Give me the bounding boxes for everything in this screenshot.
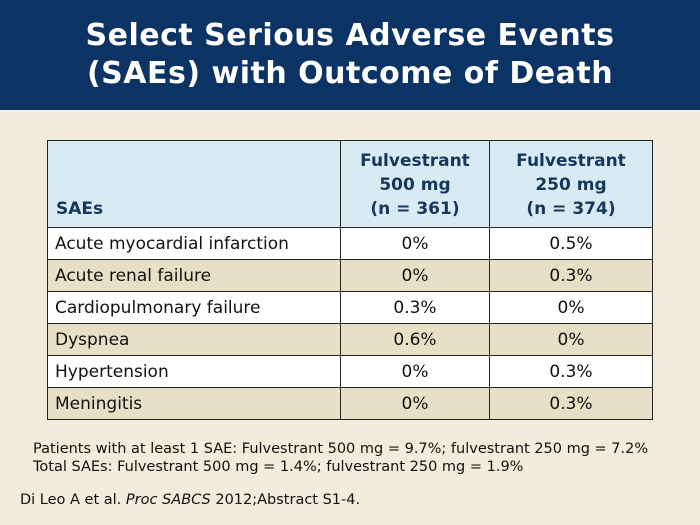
sae-name: Hypertension bbox=[47, 355, 341, 388]
sae-name: Dyspnea bbox=[47, 323, 341, 356]
sae-table: SAEs Fulvestrant 500 mg (n = 361) Fulves… bbox=[47, 140, 653, 420]
value-250: 0.3% bbox=[489, 259, 653, 292]
value-500: 0% bbox=[340, 259, 490, 292]
citation-details: 2012;Abstract S1-4. bbox=[210, 492, 361, 508]
header-250-drug: Fulvestrant bbox=[516, 151, 626, 171]
citation-authors: Di Leo A et al. bbox=[20, 492, 126, 508]
citation: Di Leo A et al. Proc SABCS 2012;Abstract… bbox=[20, 492, 360, 508]
value-250: 0% bbox=[489, 323, 653, 356]
header-500-n: (n = 361) bbox=[370, 199, 460, 219]
value-250: 0.3% bbox=[489, 355, 653, 388]
header-fulvestrant-500: Fulvestrant 500 mg (n = 361) bbox=[340, 140, 490, 228]
table-row: Acute renal failure 0% 0.3% bbox=[47, 259, 653, 292]
slide-title-line-1: Select Serious Adverse Events bbox=[85, 18, 615, 53]
header-500-dose: 500 mg bbox=[379, 175, 451, 195]
table-row: Dyspnea 0.6% 0% bbox=[47, 323, 653, 356]
value-500: 0% bbox=[340, 355, 490, 388]
sae-name: Meningitis bbox=[47, 387, 341, 420]
value-500: 0.6% bbox=[340, 323, 490, 356]
sae-name: Acute myocardial infarction bbox=[47, 227, 341, 260]
header-fulvestrant-250: Fulvestrant 250 mg (n = 374) bbox=[489, 140, 653, 228]
slide-title-line-2: (SAEs) with Outcome of Death bbox=[86, 56, 614, 91]
header-500-drug: Fulvestrant bbox=[360, 151, 470, 171]
table-header-row: SAEs Fulvestrant 500 mg (n = 361) Fulves… bbox=[47, 140, 653, 228]
table-row: Cardiopulmonary failure 0.3% 0% bbox=[47, 291, 653, 324]
value-500: 0% bbox=[340, 387, 490, 420]
table-row: Hypertension 0% 0.3% bbox=[47, 355, 653, 388]
value-250: 0% bbox=[489, 291, 653, 324]
footnotes: Patients with at least 1 SAE: Fulvestran… bbox=[33, 440, 648, 476]
value-500: 0% bbox=[340, 227, 490, 260]
sae-name: Cardiopulmonary failure bbox=[47, 291, 341, 324]
header-saes: SAEs bbox=[47, 140, 341, 228]
table-row: Acute myocardial infarction 0% 0.5% bbox=[47, 227, 653, 260]
title-banner: Select Serious Adverse Events (SAEs) wit… bbox=[0, 0, 700, 110]
header-250-dose: 250 mg bbox=[535, 175, 607, 195]
sae-name: Acute renal failure bbox=[47, 259, 341, 292]
value-250: 0.3% bbox=[489, 387, 653, 420]
citation-journal: Proc SABCS bbox=[125, 492, 211, 508]
header-250-n: (n = 374) bbox=[526, 199, 616, 219]
footnote-total-saes: Total SAEs: Fulvestrant 500 mg = 1.4%; f… bbox=[33, 459, 524, 475]
value-500: 0.3% bbox=[340, 291, 490, 324]
value-250: 0.5% bbox=[489, 227, 653, 260]
table-row: Meningitis 0% 0.3% bbox=[47, 387, 653, 420]
footnote-patients-sae: Patients with at least 1 SAE: Fulvestran… bbox=[33, 441, 649, 457]
